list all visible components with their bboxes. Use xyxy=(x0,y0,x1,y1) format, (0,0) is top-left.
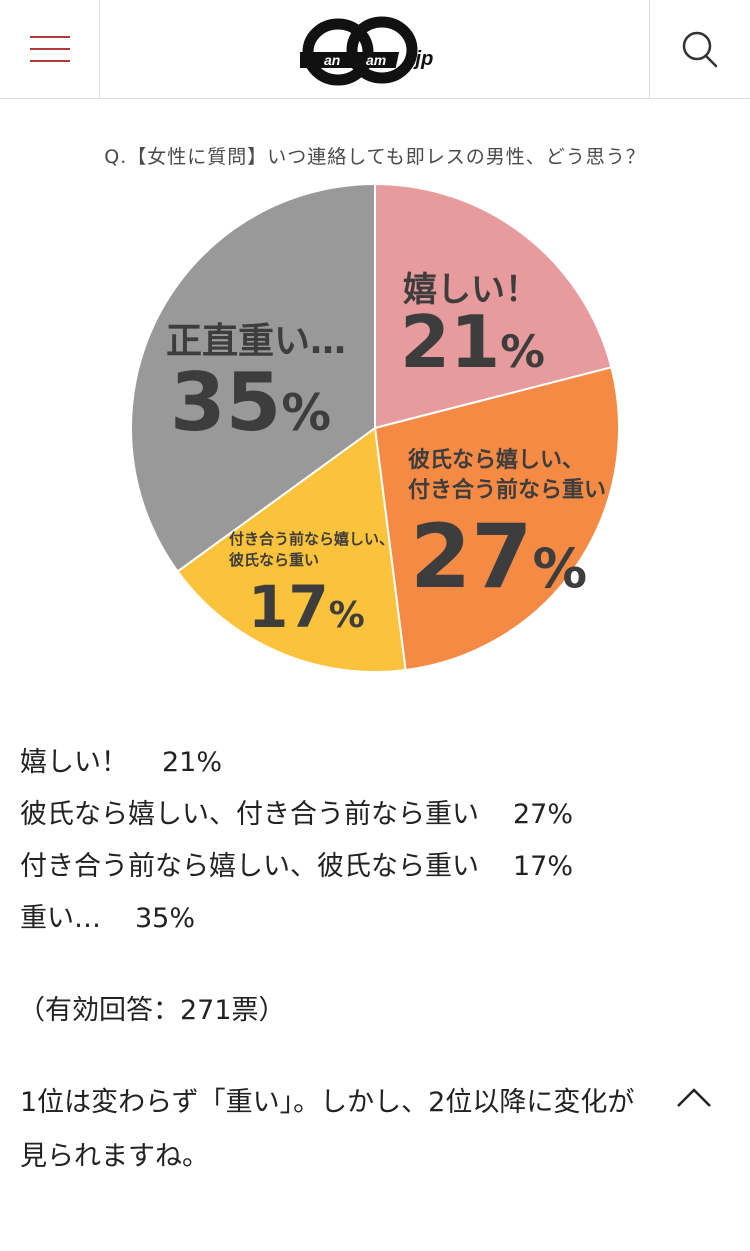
result-label: 彼氏なら嬉しい、付き合う前なら重い xyxy=(20,799,479,830)
result-label: 嬉しい！ xyxy=(20,747,128,778)
pie-slice-2 xyxy=(373,366,620,672)
slice-label-4: 正直重い… xyxy=(166,321,347,362)
menu-button[interactable] xyxy=(0,0,100,98)
slice-pct-2: 27% xyxy=(410,505,588,608)
pie-slice-4 xyxy=(130,182,376,573)
hamburger-icon-line xyxy=(30,48,70,50)
pie-chart xyxy=(130,182,620,673)
search-button[interactable] xyxy=(649,0,750,98)
result-value: 17% xyxy=(513,851,574,882)
summary-line-1: 1位は変わらず「重い」。しかし、2位以降に変化が xyxy=(20,1087,635,1118)
slice-label-1: 嬉しい！ xyxy=(403,270,539,310)
slice-label-2a: 彼氏なら嬉しい、 xyxy=(408,448,585,473)
result-value: 35% xyxy=(135,903,196,934)
slice-pct-3: 17% xyxy=(248,573,365,641)
hamburger-icon xyxy=(30,36,70,38)
vote-count: （有効回答：271票） xyxy=(18,995,286,1026)
logo-suffix: .jp xyxy=(410,48,434,70)
summary-line-2: 見られますね。 xyxy=(20,1141,209,1172)
result-label: 重い… xyxy=(20,903,101,934)
result-row-3: 付き合う前なら嬉しい、彼氏なら重い 17% xyxy=(20,844,573,883)
pie-slice-1 xyxy=(374,182,613,430)
slice-pct-4: 35% xyxy=(170,356,332,449)
slice-label-2b: 付き合う前なら重い xyxy=(408,478,607,503)
slice-label-3a: 付き合う前なら嬉しい、 xyxy=(229,530,395,548)
result-row-4: 重い… 35% xyxy=(20,896,195,935)
chart-title: Q.【女性に質問】いつ連絡しても即レスの男性、どう思う？ xyxy=(104,146,646,168)
site-logo[interactable]: an am .jp xyxy=(295,10,460,90)
slice-pct-1: 21% xyxy=(400,300,545,384)
pie-slice-3 xyxy=(176,426,407,673)
slice-label-3b: 彼氏なら重い xyxy=(229,551,320,569)
chevron-up-icon xyxy=(677,1088,711,1107)
scroll-top-button[interactable] xyxy=(672,1076,716,1116)
svg-text:an: an xyxy=(324,52,340,68)
result-label: 付き合う前なら嬉しい、彼氏なら重い xyxy=(20,851,479,882)
site-header: an am .jp xyxy=(0,0,750,99)
result-value: 21% xyxy=(162,747,223,778)
hamburger-icon-line xyxy=(30,60,70,62)
cancam-logo-mark: an am xyxy=(295,16,418,86)
search-icon xyxy=(682,31,718,68)
svg-text:am: am xyxy=(366,52,386,68)
result-value: 27% xyxy=(513,799,574,830)
result-row-2: 彼氏なら嬉しい、付き合う前なら重い 27% xyxy=(20,792,573,831)
result-row-1: 嬉しい！ 21% xyxy=(20,740,222,779)
